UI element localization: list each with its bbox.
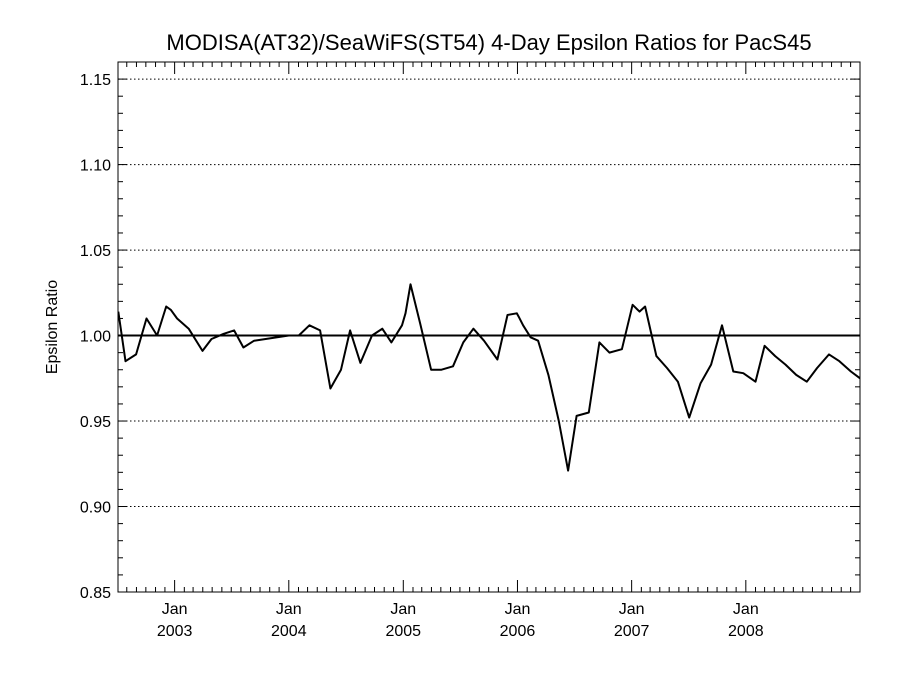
x-tick-label-year: 2004 bbox=[271, 623, 307, 640]
series-layer bbox=[118, 283, 860, 472]
y-tick-label: 0.95 bbox=[80, 414, 111, 431]
series-line bbox=[118, 283, 860, 472]
y-tick-label: 0.85 bbox=[80, 585, 111, 602]
y-tick-label: 1.10 bbox=[80, 158, 111, 175]
y-tick-label: 1.15 bbox=[80, 72, 111, 89]
y-tick-label: 0.90 bbox=[80, 500, 111, 517]
x-tick-label-year: 2007 bbox=[614, 623, 650, 640]
x-tick-label-month: Jan bbox=[162, 601, 188, 618]
x-tick-label-month: Jan bbox=[733, 601, 759, 618]
x-tick-label-year: 2005 bbox=[385, 623, 421, 640]
x-tick-label-month: Jan bbox=[505, 601, 531, 618]
x-tick-label-year: 2003 bbox=[157, 623, 193, 640]
x-tick-label-month: Jan bbox=[619, 601, 645, 618]
y-tick-label: 1.00 bbox=[80, 329, 111, 346]
x-tick-label-year: 2008 bbox=[728, 623, 764, 640]
y-tick-label: 1.05 bbox=[80, 243, 111, 260]
x-axis-ticks: Jan 2003 Jan 2004 Jan 2005 Jan 2006 Jan 2007 Jan 20… bbox=[126, 62, 852, 640]
y-axis-label: Epsilon Ratio bbox=[44, 280, 61, 374]
chart-title: MODISA(AT32)/SeaWiFS(ST54) 4-Day Epsilon… bbox=[166, 30, 812, 55]
x-tick-label-month: Jan bbox=[390, 601, 416, 618]
plot-frame bbox=[117, 61, 861, 593]
x-tick-label-year: 2006 bbox=[500, 623, 536, 640]
grid-lines bbox=[118, 78, 860, 508]
y-axis-ticks: 0.85 0.90 0.95 1.00 1.05 1.10 1.15 bbox=[80, 61, 860, 602]
x-tick-label-month: Jan bbox=[276, 601, 302, 618]
